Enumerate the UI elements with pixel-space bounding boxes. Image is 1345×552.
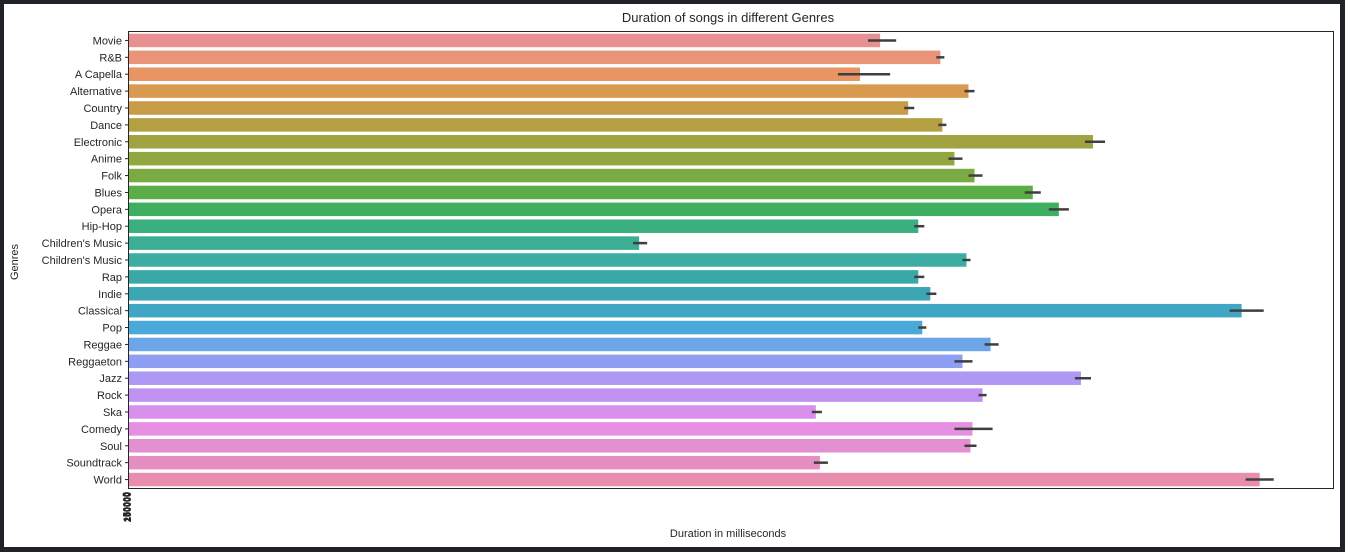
bar xyxy=(129,371,1081,385)
y-tick-label: Jazz xyxy=(99,373,122,385)
bar xyxy=(129,33,881,48)
bar xyxy=(129,455,820,470)
y-tick-label: Folk xyxy=(101,171,122,183)
bar xyxy=(129,253,967,267)
y-tick-label: Movie xyxy=(93,35,122,47)
error-bars-layer xyxy=(633,39,1274,481)
bar-chart: Duration of songs in different Genres Mo… xyxy=(9,10,1334,540)
y-tick-label: Rap xyxy=(102,272,122,284)
y-tick-label: Country xyxy=(83,103,122,115)
bar xyxy=(129,135,1093,149)
bar xyxy=(129,354,963,369)
y-tick-label: A Capella xyxy=(75,69,123,81)
y-tick-label: Ska xyxy=(103,407,123,419)
x-tick-label: 150000 xyxy=(122,492,132,522)
bar xyxy=(129,472,1260,487)
chart-title: Duration of songs in different Genres xyxy=(622,10,835,25)
y-tick-label: R&B xyxy=(99,52,122,64)
y-tick-label: Soundtrack xyxy=(66,458,122,470)
x-tick-label: 100000 xyxy=(122,492,132,522)
y-tick-label: Reggae xyxy=(83,339,122,351)
y-tick-label: Blues xyxy=(94,187,122,199)
chart-figure: Duration of songs in different Genres Mo… xyxy=(4,4,1340,547)
bar xyxy=(129,101,909,115)
bar xyxy=(129,270,919,284)
x-tick-label: 0 xyxy=(121,492,131,497)
bar xyxy=(129,287,931,301)
bar xyxy=(129,84,969,98)
y-tick-label: Hip-Hop xyxy=(82,221,122,233)
y-tick-label: Classical xyxy=(78,306,122,318)
bar xyxy=(129,422,973,436)
y-tick-labels: Movie R&B A Capella Alternative Country Dance… xyxy=(42,35,129,487)
bar xyxy=(129,303,1242,318)
bar xyxy=(129,219,919,233)
y-tick-label: Comedy xyxy=(81,424,122,436)
x-tick-label: 200000 xyxy=(123,492,133,522)
bar xyxy=(129,236,640,250)
bar xyxy=(129,151,955,166)
y-tick-label: Children's Music xyxy=(42,238,123,250)
y-tick-label: Reggaeton xyxy=(68,356,122,368)
x-axis-label: Duration in milliseconds xyxy=(670,528,787,540)
bar xyxy=(129,388,983,402)
y-tick-label: Dance xyxy=(90,120,122,132)
bar xyxy=(129,439,971,453)
y-tick-label: Electronic xyxy=(74,137,123,149)
y-tick-label: Opera xyxy=(91,204,122,216)
x-tick-label: 50000 xyxy=(121,492,131,517)
y-tick-label: Alternative xyxy=(70,86,122,98)
bar xyxy=(129,202,1059,217)
bars-layer xyxy=(129,33,1260,487)
y-tick-label: World xyxy=(93,475,122,487)
bar xyxy=(129,405,816,419)
y-tick-label: Soul xyxy=(100,441,122,453)
bar xyxy=(129,168,975,183)
bar xyxy=(129,320,923,335)
bar xyxy=(129,337,991,352)
y-tick-label: Pop xyxy=(102,323,122,335)
y-axis-label: Genres xyxy=(9,243,21,280)
y-tick-label: Rock xyxy=(97,390,123,402)
y-tick-label: Children's Music xyxy=(42,255,123,267)
y-tick-label: Anime xyxy=(91,154,122,166)
bar xyxy=(129,67,861,81)
x-tick-label: 250000 xyxy=(123,492,133,522)
y-tick-label: Indie xyxy=(98,289,122,301)
bar xyxy=(129,50,941,65)
bar xyxy=(129,118,943,132)
bar xyxy=(129,185,1033,200)
